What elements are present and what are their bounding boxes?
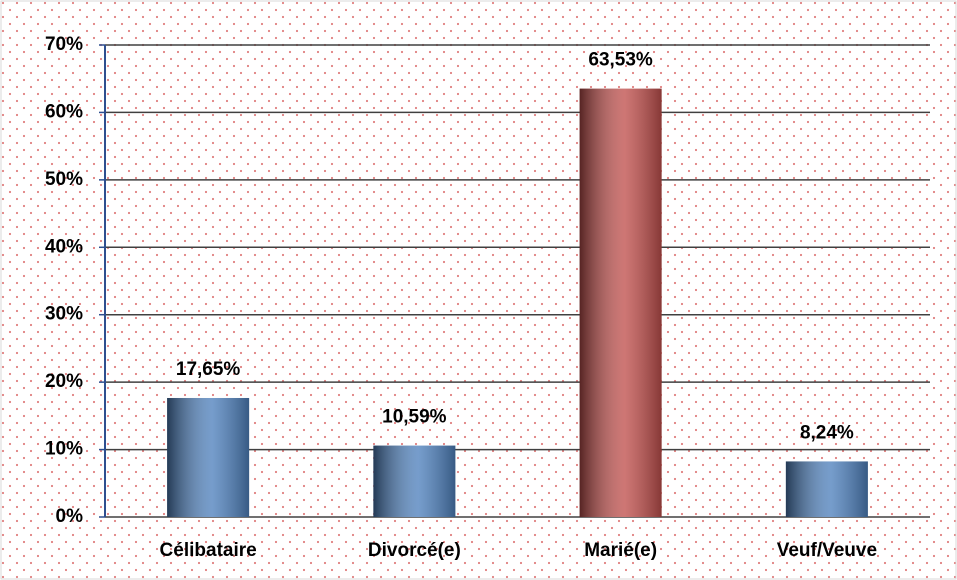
y-tick-label: 60% bbox=[45, 101, 83, 122]
x-tick-label: Marié(e) bbox=[584, 540, 657, 561]
y-tick-label: 50% bbox=[45, 169, 83, 190]
bar bbox=[579, 88, 662, 518]
data-label: 63,53% bbox=[588, 50, 653, 71]
y-tick-label: 40% bbox=[45, 236, 83, 257]
y-tick-label: 20% bbox=[45, 371, 83, 392]
bar bbox=[373, 445, 456, 517]
x-tick-label: Veuf/Veuve bbox=[777, 540, 877, 561]
y-tick-label: 0% bbox=[56, 506, 84, 527]
x-tick-label: Divorcé(e) bbox=[368, 540, 461, 561]
y-tick-label: 10% bbox=[45, 439, 83, 460]
y-tick-label: 30% bbox=[45, 304, 83, 325]
bar bbox=[785, 461, 868, 517]
y-tick-label: 70% bbox=[45, 34, 83, 55]
data-label: 8,24% bbox=[800, 422, 854, 443]
data-label: 10,59% bbox=[382, 407, 447, 428]
data-label: 17,65% bbox=[176, 359, 241, 380]
bar bbox=[167, 397, 250, 517]
x-tick-label: Célibataire bbox=[160, 540, 257, 561]
